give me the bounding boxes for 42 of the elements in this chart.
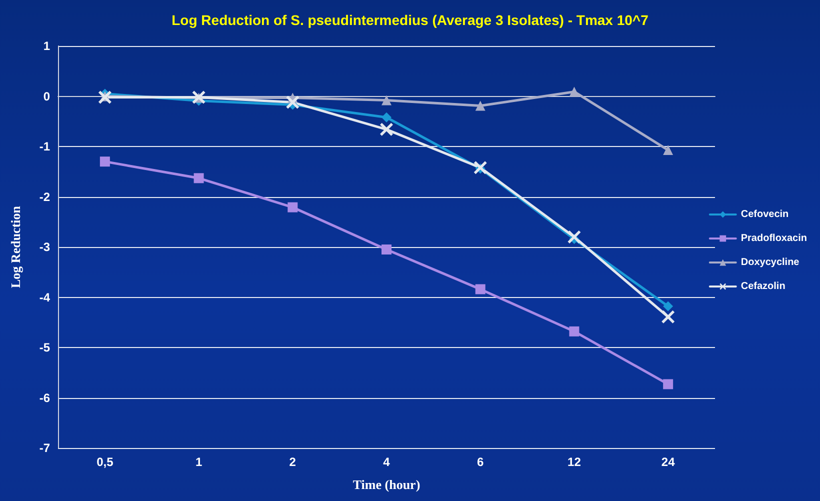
point: [663, 145, 674, 156]
y-tick-label: 1: [43, 39, 50, 53]
x-tick-label: 12: [568, 455, 582, 469]
legend-label: Pradofloxacin: [740, 233, 808, 244]
legend-label: Cefazolin: [740, 281, 786, 292]
x-tick-label: 0,5: [96, 455, 114, 469]
x-tick-label: 1: [195, 455, 202, 469]
point: [288, 202, 298, 212]
point: [475, 100, 486, 111]
point: [568, 230, 581, 244]
point: [569, 326, 580, 336]
y-tick-label: -1: [39, 140, 50, 154]
point: [382, 244, 392, 255]
x-tick-label: 6: [477, 455, 484, 469]
point: [474, 161, 487, 174]
x-tick-label: 2: [289, 455, 296, 469]
y-axis-title: Log Reduction: [8, 205, 23, 288]
point: [475, 284, 486, 294]
point: [569, 86, 580, 97]
y-tick-label: -2: [39, 190, 50, 204]
legend-label: Doxycycline: [740, 257, 800, 268]
point: [663, 301, 674, 312]
point: [194, 173, 204, 184]
point: [98, 90, 112, 104]
y-tick-label: 0: [43, 89, 50, 104]
point: [382, 95, 392, 106]
point: [382, 112, 392, 122]
x-tick-label: 4: [383, 455, 390, 469]
point: [100, 156, 110, 167]
point: [286, 96, 300, 109]
legend-label: Cefovecin: [740, 209, 789, 220]
point: [380, 122, 393, 136]
y-tick-label: -7: [39, 441, 50, 455]
y-tick-label: -3: [39, 240, 50, 254]
x-axis-title: Time (hour): [352, 477, 420, 492]
y-tick-label: -5: [39, 340, 50, 354]
y-tick-label: -6: [39, 390, 50, 405]
point: [662, 310, 675, 324]
chart-title: Log Reduction of S. pseudintermedius (Average 3 Isolates) - Tmax 10^7: [172, 12, 649, 28]
point: [663, 379, 674, 390]
x-tick-label: 24: [661, 455, 676, 469]
y-tick-label: -4: [39, 290, 50, 304]
